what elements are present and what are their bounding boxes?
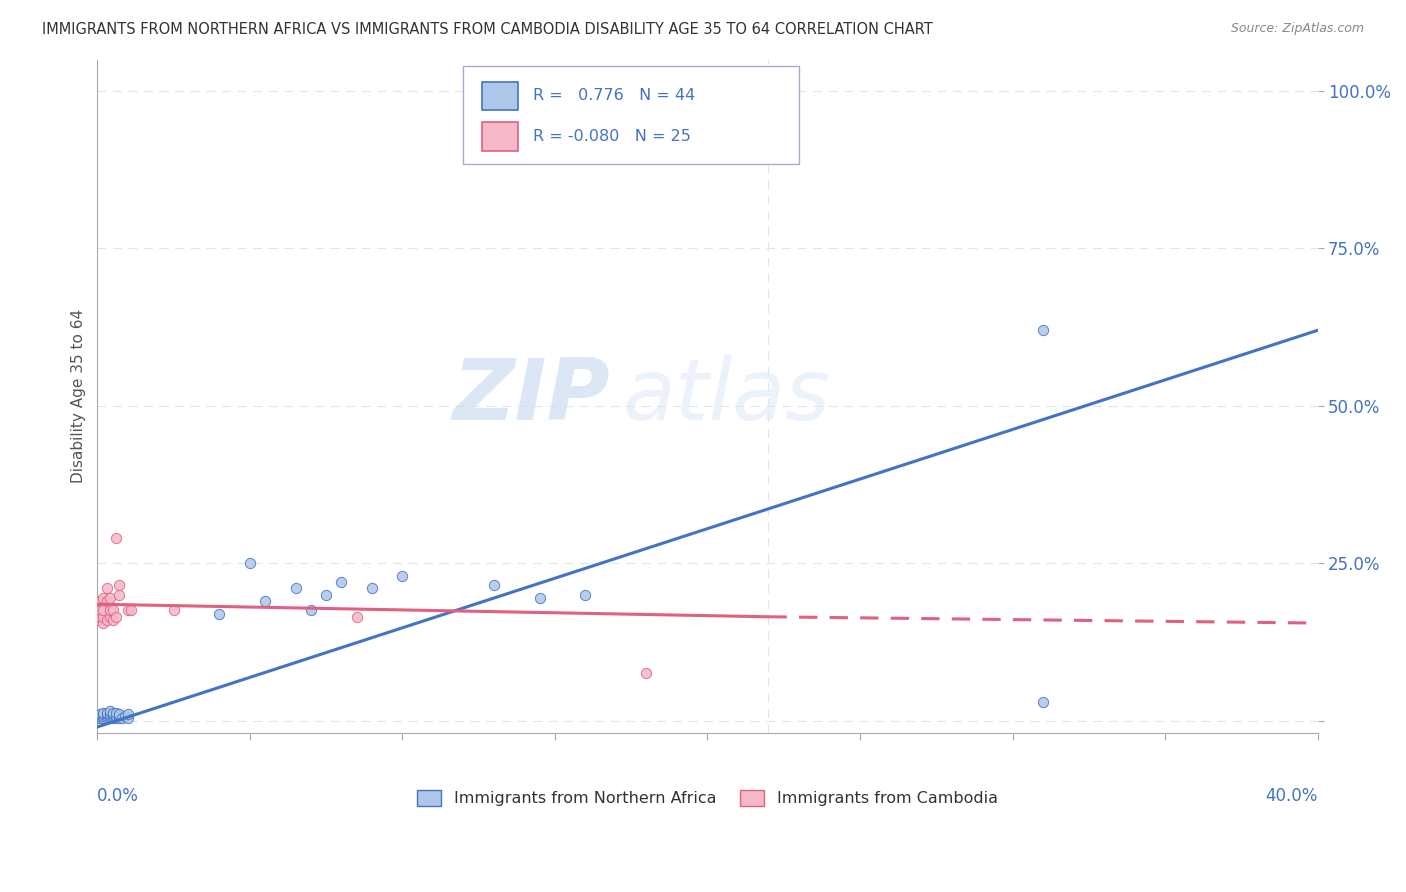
FancyBboxPatch shape [482, 122, 519, 151]
Point [86, 613, 108, 627]
Text: IMMIGRANTS FROM NORTHERN AFRICA VS IMMIGRANTS FROM CAMBODIA DISABILITY AGE 35 TO: IMMIGRANTS FROM NORTHERN AFRICA VS IMMIG… [42, 22, 934, 37]
Point [93, 603, 115, 617]
Point [93, 591, 115, 605]
Point [101, 708, 124, 723]
Point [208, 607, 231, 621]
Point [482, 578, 505, 592]
Point [104, 609, 127, 624]
Point [93, 616, 115, 631]
Point [86, 710, 108, 724]
Y-axis label: Disability Age 35 to 64: Disability Age 35 to 64 [72, 310, 86, 483]
Point [107, 707, 129, 722]
Text: R =   0.776   N = 44: R = 0.776 N = 44 [533, 88, 695, 103]
Point [98, 609, 121, 624]
Text: atlas: atlas [621, 355, 830, 438]
FancyBboxPatch shape [482, 82, 519, 110]
Point [98, 710, 121, 724]
Point [107, 708, 129, 723]
Point [529, 591, 551, 605]
Point [101, 613, 124, 627]
Point [101, 706, 124, 720]
Point [107, 578, 129, 592]
Point [101, 603, 124, 617]
Point [104, 531, 127, 545]
Point [93, 706, 115, 720]
Point [96, 708, 118, 723]
Point [361, 582, 384, 596]
Point [89, 609, 111, 624]
Point [107, 710, 129, 724]
Text: R = -0.080   N = 25: R = -0.080 N = 25 [533, 129, 690, 144]
Point [104, 710, 127, 724]
Text: 40.0%: 40.0% [1265, 787, 1317, 805]
Point [89, 707, 111, 722]
Point [120, 603, 142, 617]
Point [330, 575, 353, 590]
Point [117, 707, 139, 722]
Point [117, 710, 139, 724]
Point [89, 708, 111, 723]
Point [1032, 323, 1054, 337]
Point [96, 582, 118, 596]
Point [636, 666, 658, 681]
Point [98, 708, 121, 723]
Point [104, 708, 127, 723]
Point [101, 707, 124, 722]
Point [254, 594, 277, 608]
Point [93, 707, 115, 722]
Text: ZIP: ZIP [453, 355, 610, 438]
Point [96, 706, 118, 720]
Point [93, 609, 115, 624]
Point [346, 609, 368, 624]
Point [96, 594, 118, 608]
Point [98, 704, 121, 718]
FancyBboxPatch shape [464, 66, 799, 164]
Point [93, 708, 115, 723]
Point [111, 710, 134, 724]
Point [574, 588, 596, 602]
Point [107, 588, 129, 602]
Point [96, 710, 118, 724]
Point [101, 710, 124, 724]
Legend: Immigrants from Northern Africa, Immigrants from Cambodia: Immigrants from Northern Africa, Immigra… [411, 783, 1004, 813]
Point [162, 603, 184, 617]
Point [284, 582, 307, 596]
Point [299, 603, 322, 617]
Point [89, 594, 111, 608]
Point [117, 603, 139, 617]
Point [89, 710, 111, 724]
Point [104, 706, 127, 720]
Point [391, 569, 413, 583]
Point [96, 613, 118, 627]
Point [98, 603, 121, 617]
Point [89, 603, 111, 617]
Text: Source: ZipAtlas.com: Source: ZipAtlas.com [1230, 22, 1364, 36]
Point [239, 556, 262, 570]
Point [98, 591, 121, 605]
Point [1032, 695, 1054, 709]
Text: 0.0%: 0.0% [97, 787, 139, 805]
Point [98, 707, 121, 722]
Point [96, 707, 118, 722]
Point [315, 588, 337, 602]
Point [93, 710, 115, 724]
Point [114, 708, 136, 723]
